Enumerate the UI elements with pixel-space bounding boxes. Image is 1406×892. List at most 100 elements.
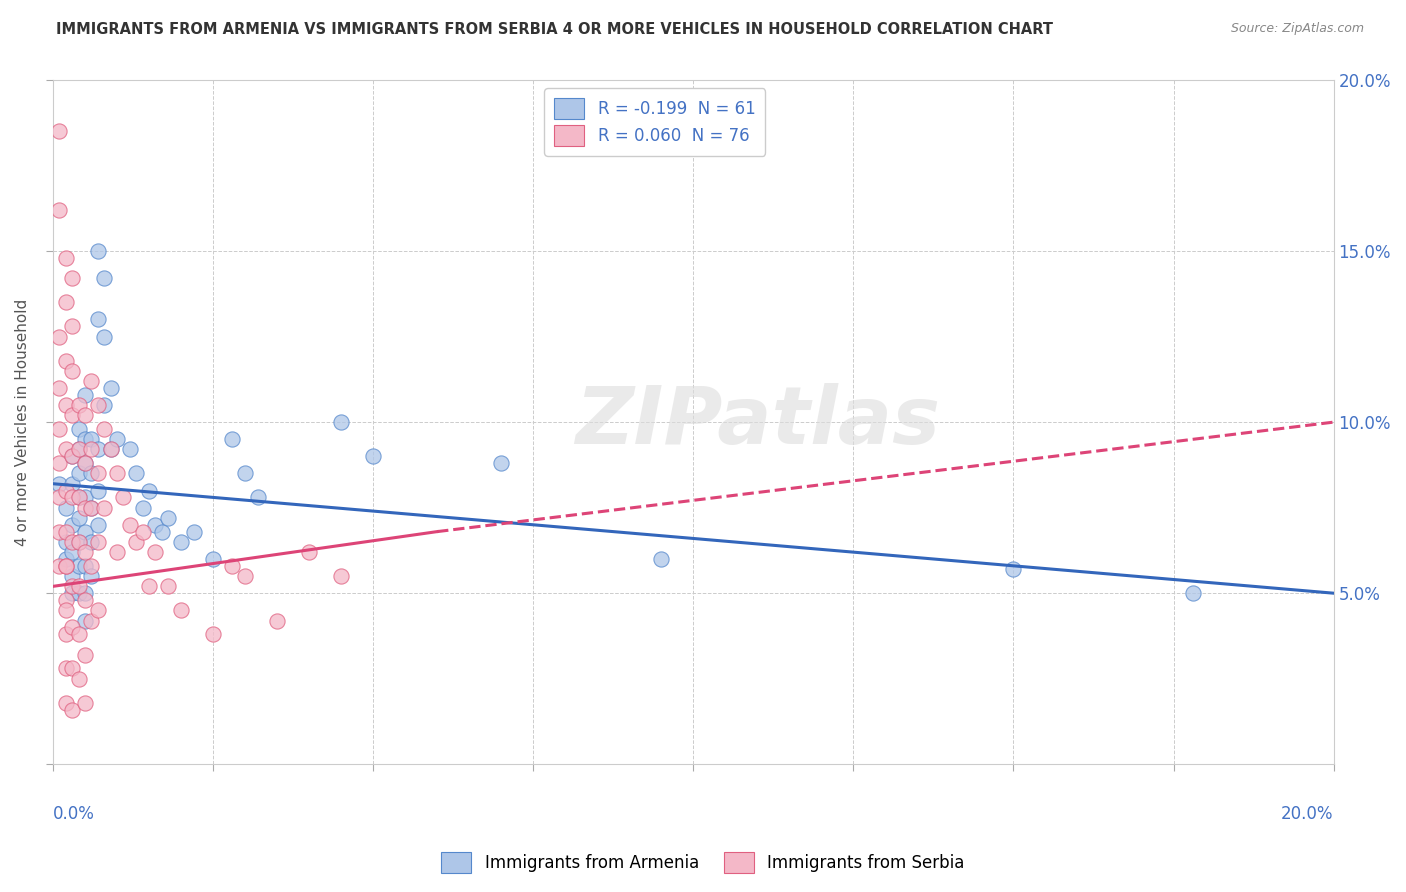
Point bbox=[157, 511, 180, 525]
Point bbox=[201, 552, 224, 566]
Point bbox=[80, 558, 103, 573]
Point bbox=[67, 534, 90, 549]
Point bbox=[73, 491, 96, 505]
Point bbox=[73, 456, 96, 470]
Point bbox=[73, 648, 96, 662]
Point bbox=[60, 702, 83, 716]
Point bbox=[118, 517, 141, 532]
Point bbox=[201, 627, 224, 641]
Point bbox=[67, 398, 90, 412]
Point bbox=[67, 586, 90, 600]
Point bbox=[60, 364, 83, 378]
Point bbox=[93, 329, 115, 343]
Point bbox=[60, 450, 83, 464]
Point bbox=[60, 661, 83, 675]
Point bbox=[221, 558, 243, 573]
Point bbox=[138, 579, 160, 593]
Point bbox=[87, 244, 110, 258]
Point bbox=[67, 422, 90, 436]
Point bbox=[48, 558, 70, 573]
Point bbox=[87, 312, 110, 326]
Point bbox=[55, 295, 77, 310]
Point bbox=[60, 491, 83, 505]
Point bbox=[150, 524, 173, 539]
Point bbox=[60, 409, 83, 423]
Point bbox=[170, 534, 193, 549]
Point bbox=[48, 381, 70, 395]
Point bbox=[73, 524, 96, 539]
Point bbox=[131, 524, 153, 539]
Point bbox=[87, 534, 110, 549]
Point bbox=[60, 569, 83, 583]
Point bbox=[67, 511, 90, 525]
Point bbox=[60, 319, 83, 334]
Point bbox=[80, 500, 103, 515]
Point bbox=[55, 627, 77, 641]
Point bbox=[138, 483, 160, 498]
Point bbox=[48, 456, 70, 470]
Point bbox=[73, 696, 96, 710]
Point bbox=[55, 500, 77, 515]
Point bbox=[60, 579, 83, 593]
Point bbox=[67, 467, 90, 481]
Point bbox=[60, 586, 83, 600]
Point bbox=[73, 593, 96, 607]
Point bbox=[100, 381, 122, 395]
Point bbox=[80, 467, 103, 481]
Point bbox=[60, 534, 83, 549]
Point bbox=[73, 586, 96, 600]
Point bbox=[73, 388, 96, 402]
Point bbox=[73, 558, 96, 573]
Point bbox=[60, 620, 83, 634]
Text: 20.0%: 20.0% bbox=[1281, 805, 1334, 823]
Point bbox=[105, 545, 128, 559]
Point bbox=[55, 524, 77, 539]
Point bbox=[48, 491, 70, 505]
Point bbox=[60, 517, 83, 532]
Point bbox=[55, 552, 77, 566]
Point bbox=[87, 603, 110, 617]
Point bbox=[55, 696, 77, 710]
Point bbox=[145, 545, 167, 559]
Point bbox=[60, 545, 83, 559]
Point bbox=[48, 476, 70, 491]
Point bbox=[93, 422, 115, 436]
Point bbox=[48, 202, 70, 217]
Point bbox=[105, 432, 128, 446]
Point bbox=[87, 517, 110, 532]
Point bbox=[67, 558, 90, 573]
Point bbox=[118, 442, 141, 457]
Point bbox=[87, 442, 110, 457]
Point bbox=[67, 579, 90, 593]
Point bbox=[266, 614, 288, 628]
Point bbox=[55, 483, 77, 498]
Point bbox=[55, 593, 77, 607]
Point bbox=[330, 415, 353, 429]
Point bbox=[55, 398, 77, 412]
Point bbox=[60, 271, 83, 285]
Point bbox=[48, 422, 70, 436]
Point bbox=[87, 467, 110, 481]
Point bbox=[1181, 586, 1204, 600]
Point bbox=[48, 124, 70, 138]
Point bbox=[67, 442, 90, 457]
Point bbox=[131, 500, 153, 515]
Point bbox=[73, 456, 96, 470]
Point bbox=[80, 534, 103, 549]
Y-axis label: 4 or more Vehicles in Household: 4 or more Vehicles in Household bbox=[15, 299, 30, 546]
Point bbox=[60, 450, 83, 464]
Point bbox=[650, 552, 672, 566]
Point bbox=[55, 603, 77, 617]
Point bbox=[93, 398, 115, 412]
Point bbox=[87, 483, 110, 498]
Point bbox=[60, 476, 83, 491]
Point bbox=[157, 579, 180, 593]
Point bbox=[67, 534, 90, 549]
Point bbox=[221, 432, 243, 446]
Point bbox=[183, 524, 205, 539]
Point bbox=[67, 627, 90, 641]
Text: Source: ZipAtlas.com: Source: ZipAtlas.com bbox=[1230, 22, 1364, 36]
Point bbox=[73, 614, 96, 628]
Point bbox=[80, 374, 103, 388]
Point bbox=[87, 398, 110, 412]
